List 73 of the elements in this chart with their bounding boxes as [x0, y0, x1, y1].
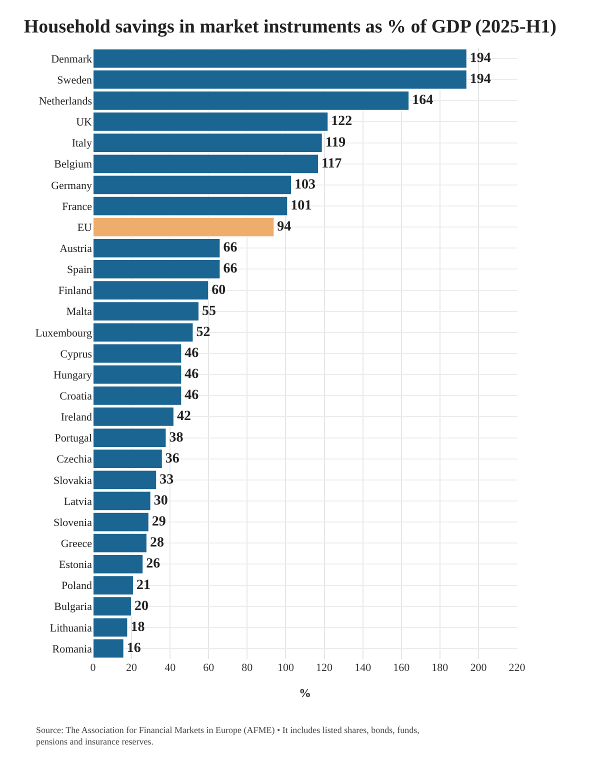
data-label: 117 — [321, 156, 342, 172]
x-tick-label: 160 — [393, 662, 410, 674]
source-note: Source: The Association for Financial Markets in Europe (AFME) • It includes listed shares, bonds, funds, pensions and insurance reserves. — [36, 725, 420, 747]
y-tick-label: Netherlands — [38, 96, 92, 108]
x-tick-label: 200 — [470, 662, 488, 674]
y-tick-label: Slovakia — [54, 474, 92, 487]
y-tick-label: Sweden — [57, 74, 92, 86]
x-tick-label: 40 — [164, 662, 176, 674]
y-tick-label: Belgium — [54, 158, 92, 171]
x-tick-label: 180 — [432, 662, 449, 674]
data-label: 194 — [470, 51, 491, 66]
y-tick-label: Ireland — [60, 412, 92, 424]
x-tick-label: 0 — [90, 662, 96, 674]
data-label: 46 — [184, 388, 199, 404]
data-label: 60 — [212, 282, 226, 298]
y-tick-label: France — [62, 200, 92, 213]
y-tick-label: Hungary — [54, 369, 92, 382]
data-label: 66 — [223, 262, 238, 277]
y-tick-label: Malta — [66, 306, 92, 318]
y-tick-label: Portugal — [54, 432, 92, 445]
data-label: 21 — [136, 578, 150, 593]
data-label: 55 — [202, 304, 216, 319]
y-tick-label: Romania — [52, 643, 92, 656]
data-label: 66 — [223, 240, 238, 256]
y-tick-label: Germany — [51, 180, 92, 192]
x-tick-label: 60 — [203, 662, 215, 674]
y-tick-label: Italy — [72, 138, 92, 150]
data-label: 36 — [165, 451, 180, 466]
chart-title: Household savings in market instruments as % of GDP (2025-H1) — [24, 16, 556, 38]
data-label: 46 — [184, 367, 199, 382]
data-label: 119 — [325, 135, 346, 150]
y-tick-label: Spain — [66, 264, 92, 276]
x-tick-label: 80 — [242, 662, 254, 674]
y-tick-label: Croatia — [60, 390, 92, 402]
data-label: 194 — [470, 72, 491, 88]
y-tick-label: Bulgaria — [54, 601, 92, 614]
y-tick-label: UK — [76, 116, 92, 129]
y-tick-label: EU — [77, 222, 92, 234]
data-label: 42 — [176, 409, 191, 424]
data-label: 33 — [160, 472, 174, 488]
y-tick-label: Greece — [60, 538, 92, 550]
x-tick-label: 120 — [316, 662, 334, 674]
y-tick-label: Slovenia — [54, 516, 92, 529]
y-tick-label: Lithuania — [50, 622, 92, 634]
x-tick-label: 220 — [508, 662, 526, 674]
data-label: 103 — [294, 177, 316, 192]
data-label: 18 — [130, 620, 145, 635]
data-label: 38 — [169, 430, 184, 446]
data-label: 52 — [196, 324, 210, 340]
y-tick-label: Luxembourg — [35, 327, 92, 340]
data-label: 29 — [152, 514, 166, 530]
y-tick-label: Denmark — [51, 53, 92, 66]
x-tick-label: 140 — [354, 662, 372, 674]
y-tick-label: Estonia — [59, 559, 92, 572]
y-tick-label: Poland — [61, 580, 92, 592]
data-label: 16 — [126, 640, 141, 656]
data-label: 164 — [412, 93, 434, 108]
data-label: 101 — [290, 198, 312, 214]
y-tick-label: Finland — [58, 285, 92, 298]
y-tick-label: Latvia — [64, 496, 92, 508]
y-tick-label: Czechia — [56, 454, 92, 466]
data-label: 46 — [184, 346, 199, 361]
data-label: 28 — [150, 536, 164, 551]
data-label: 94 — [277, 220, 292, 235]
y-tick-label: Austria — [60, 243, 92, 256]
x-tick-label: 100 — [277, 662, 294, 674]
data-label: 122 — [331, 114, 352, 130]
data-label: 26 — [146, 556, 160, 572]
y-tick-label: Cyprus — [60, 348, 92, 360]
data-label: 30 — [154, 493, 168, 508]
data-label: 20 — [134, 598, 149, 614]
x-tick-label: 20 — [126, 662, 138, 674]
x-axis-title: % — [299, 686, 311, 700]
